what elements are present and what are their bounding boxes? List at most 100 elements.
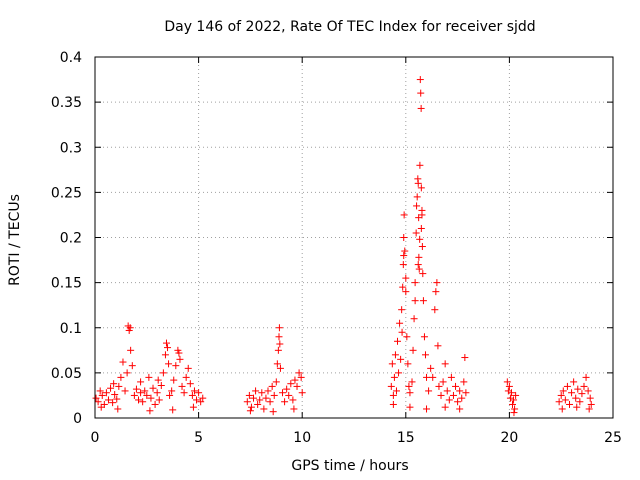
data-point [297,373,305,381]
data-point [126,324,134,332]
data-point [170,376,178,384]
x-tick-label: 10 [293,430,311,446]
data-point [427,364,435,372]
data-point [141,387,149,395]
data-point [283,385,291,393]
y-tick-label: 0.35 [51,95,82,111]
data-points [92,76,595,417]
data-point [576,398,584,406]
data-point [111,391,119,399]
data-point [401,247,409,255]
data-point [400,211,408,219]
data-point [452,382,460,390]
data-point [565,400,573,408]
data-point [123,369,131,377]
data-point [391,351,399,359]
data-point [135,396,143,404]
data-point [115,382,123,390]
data-point [159,369,167,377]
x-tick-label: 25 [604,430,622,446]
data-point [137,389,145,397]
data-point [443,387,451,395]
data-point [272,378,280,386]
data-point [431,306,439,314]
data-point [162,339,170,347]
data-point [390,373,398,381]
data-point [410,315,418,323]
x-tick-labels: 0 5 10 15 20 25 [91,430,622,446]
data-point [458,394,466,402]
data-point [414,261,422,269]
chart-title: Day 146 of 2022, Rate Of TEC Index for r… [164,19,535,35]
data-point [587,400,595,408]
data-point [400,252,408,260]
data-point [503,378,511,386]
data-point [411,297,419,305]
data-point [432,288,440,296]
data-point [555,398,563,406]
data-point [578,390,586,398]
data-point [415,265,423,273]
y-tick-labels: 0 0.05 0.1 0.15 0.2 0.25 0.3 0.35 0.4 [51,50,82,427]
data-point [96,387,104,395]
data-point [169,406,177,414]
data-point [398,306,406,314]
data-point [188,391,196,399]
data-point [161,351,169,359]
data-point [447,373,455,381]
data-point [110,380,118,388]
data-point [285,391,293,399]
data-point [146,407,154,415]
x-tick-label: 20 [500,430,518,446]
data-point [276,340,284,348]
data-point [189,403,197,411]
data-point [399,261,407,269]
data-point [441,403,449,411]
data-point [246,407,254,415]
data-point [585,405,593,413]
x-tick-label: 0 [91,430,100,446]
y-tick-label: 0.15 [51,276,82,292]
data-point [291,376,299,384]
data-point [281,398,289,406]
y-tick-label: 0.25 [51,185,82,201]
data-point [412,229,420,237]
x-tick-label: 5 [194,430,203,446]
data-point [92,394,100,402]
data-point [102,389,110,397]
data-point [441,360,449,368]
data-point [389,400,397,408]
data-point [416,161,424,169]
data-point [264,387,272,395]
data-point [439,378,447,386]
x-tick-label: 15 [397,430,415,446]
y-tick-label: 0.4 [60,50,82,66]
data-point [570,378,578,386]
data-point [398,328,406,336]
axis-ticks [94,56,614,419]
y-tick-label: 0.2 [60,231,82,247]
data-point [411,279,419,287]
data-point [406,389,414,397]
data-point [461,354,469,362]
data-point [434,342,442,350]
data-point [98,391,106,399]
data-point [402,274,410,282]
data-point [449,391,457,399]
data-point [417,104,425,112]
data-point [166,391,174,399]
data-point [416,76,424,84]
data-point [568,389,576,397]
data-point [403,333,411,341]
data-point [418,243,426,251]
data-point [268,382,276,390]
data-point [182,373,190,381]
data-point [193,396,201,404]
data-point [109,399,117,407]
data-point [392,387,400,395]
y-tick-label: 0.3 [60,140,82,156]
data-point [510,396,518,404]
data-point [417,184,425,192]
data-point [425,387,433,395]
data-point [414,179,422,187]
